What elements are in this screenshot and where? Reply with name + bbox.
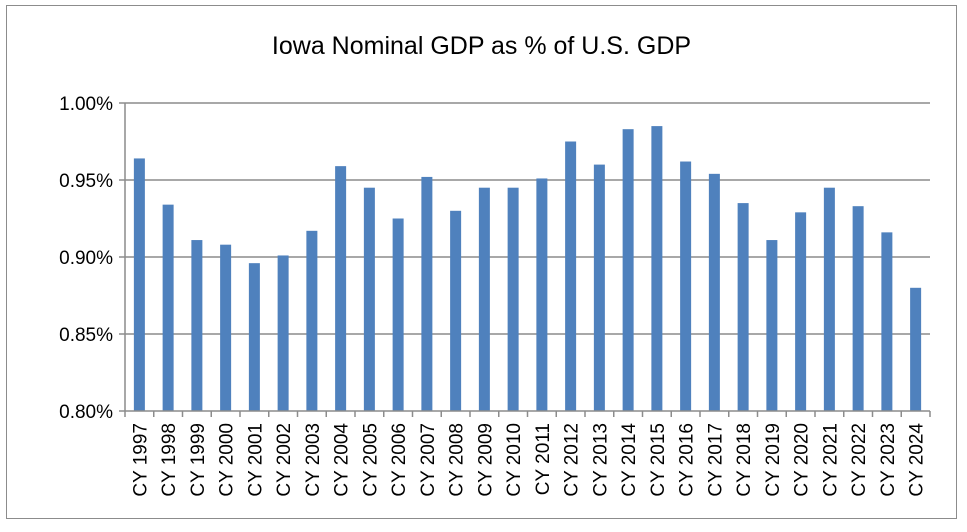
- bar: [823, 187, 835, 411]
- bar: [450, 210, 462, 411]
- bar: [737, 203, 749, 411]
- bar: [392, 218, 404, 411]
- x-tick-label: CY 1998: [159, 423, 180, 497]
- bar: [622, 129, 634, 411]
- bar: [766, 240, 778, 411]
- x-tick-label: CY 1999: [188, 423, 209, 497]
- bar: [277, 255, 289, 411]
- x-tick-label: CY 2010: [504, 423, 525, 497]
- bar: [220, 244, 232, 411]
- bar: [651, 126, 663, 411]
- x-tick-label: CY 2013: [590, 423, 611, 497]
- x-tick-label: CY 2009: [475, 423, 496, 497]
- x-tick-label: CY 2023: [878, 423, 899, 497]
- y-tick-label: 0.80%: [59, 402, 113, 423]
- bar: [421, 176, 433, 411]
- y-tick-labels: 0.80% 0.85% 0.90% 0.95% 1.00%: [59, 94, 113, 423]
- x-tick-label: CY 2018: [734, 423, 755, 497]
- bar: [852, 206, 864, 411]
- bar: [507, 187, 519, 411]
- x-tick-label: CY 2021: [820, 423, 841, 497]
- x-tick-label: CY 2020: [792, 423, 813, 497]
- bar: [680, 161, 692, 411]
- x-tick-label: CY 2004: [332, 423, 353, 497]
- gridlines: [119, 102, 930, 412]
- x-tick-label: CY 2005: [360, 423, 381, 497]
- bar: [536, 178, 548, 411]
- bar: [133, 158, 145, 411]
- x-tick-label: CY 2022: [849, 423, 870, 497]
- bar: [565, 141, 577, 411]
- bar: [795, 212, 807, 411]
- bar: [593, 164, 605, 411]
- x-tick-label: CY 2015: [648, 423, 669, 497]
- bar: [191, 240, 203, 411]
- x-tick-label: CY 2000: [217, 423, 238, 497]
- x-tick-label: CY 2008: [447, 423, 468, 497]
- bar: [248, 263, 260, 411]
- x-tick-label: CY 2017: [705, 423, 726, 497]
- x-tick-label: CY 2011: [533, 423, 554, 495]
- axes: [124, 103, 931, 417]
- bar: [335, 166, 347, 411]
- bars: [133, 126, 922, 411]
- bar: [910, 287, 922, 411]
- bar: [478, 187, 490, 411]
- bar: [881, 232, 893, 411]
- x-tick-label: CY 2024: [907, 423, 928, 497]
- x-tick-label: CY 2012: [562, 423, 583, 497]
- x-tick-label: CY 2007: [418, 423, 439, 497]
- chart-title: Iowa Nominal GDP as % of U.S. GDP: [271, 32, 692, 60]
- bar: [363, 187, 375, 411]
- x-tick-label: CY 2014: [619, 423, 640, 497]
- x-tick-label: CY 2001: [245, 423, 266, 497]
- x-tick-label: CY 1997: [130, 423, 151, 497]
- bar: [708, 173, 720, 411]
- x-tick-label: CY 2002: [274, 423, 295, 497]
- bar: [162, 204, 174, 411]
- x-tick-label: CY 2006: [389, 423, 410, 497]
- x-tick-labels: CY 1997 CY 1998 CY 1999 CY 2000 CY 2001 CY 20…: [130, 423, 927, 497]
- y-tick-label: 0.90%: [59, 248, 113, 269]
- y-tick-label: 0.85%: [59, 325, 113, 346]
- x-tick-label: CY 2003: [303, 423, 324, 497]
- y-tick-label: 1.00%: [59, 94, 113, 115]
- y-tick-label: 0.95%: [59, 171, 113, 192]
- bar: [306, 230, 318, 411]
- x-tick-label: CY 2016: [677, 423, 698, 497]
- x-tick-label: CY 2019: [763, 423, 784, 497]
